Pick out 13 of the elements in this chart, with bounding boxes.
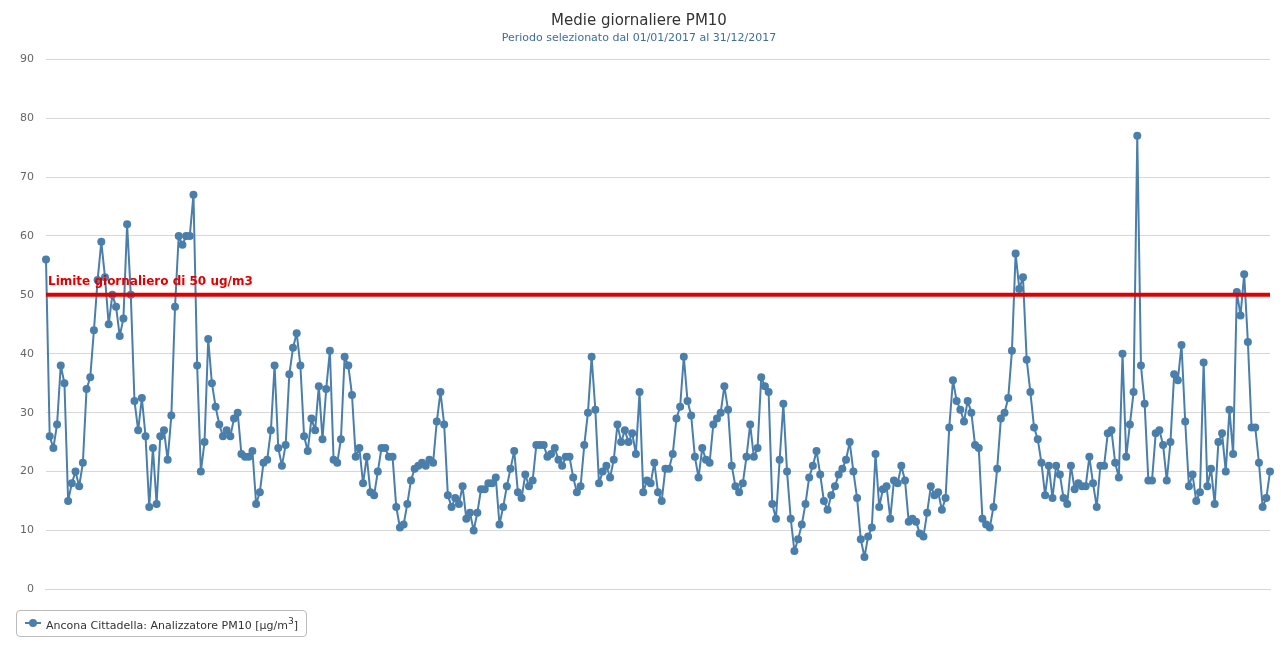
y-tick-label: 90 — [20, 52, 34, 66]
y-tick-label: 50 — [20, 287, 34, 301]
chart-subtitle: Periodo selezionato dal 01/01/2017 al 31/12/2017 — [501, 31, 777, 45]
chart-title: Medie giornaliere PM10 — [551, 10, 727, 29]
y-tick-label: 20 — [20, 464, 34, 478]
y-tick-label: 30 — [20, 405, 34, 419]
y-tick-label: 70 — [20, 169, 34, 183]
legend-label: Ancona Cittadella: Analizzatore PM10 [µg/m$^{3}$] — [46, 615, 299, 632]
y-tick-label: 10 — [20, 523, 34, 537]
y-tick-label: 40 — [20, 346, 34, 360]
y-tick-label: 0 — [27, 582, 34, 596]
y-tick-label: 60 — [20, 228, 34, 242]
y-tick-label: 80 — [20, 110, 34, 124]
